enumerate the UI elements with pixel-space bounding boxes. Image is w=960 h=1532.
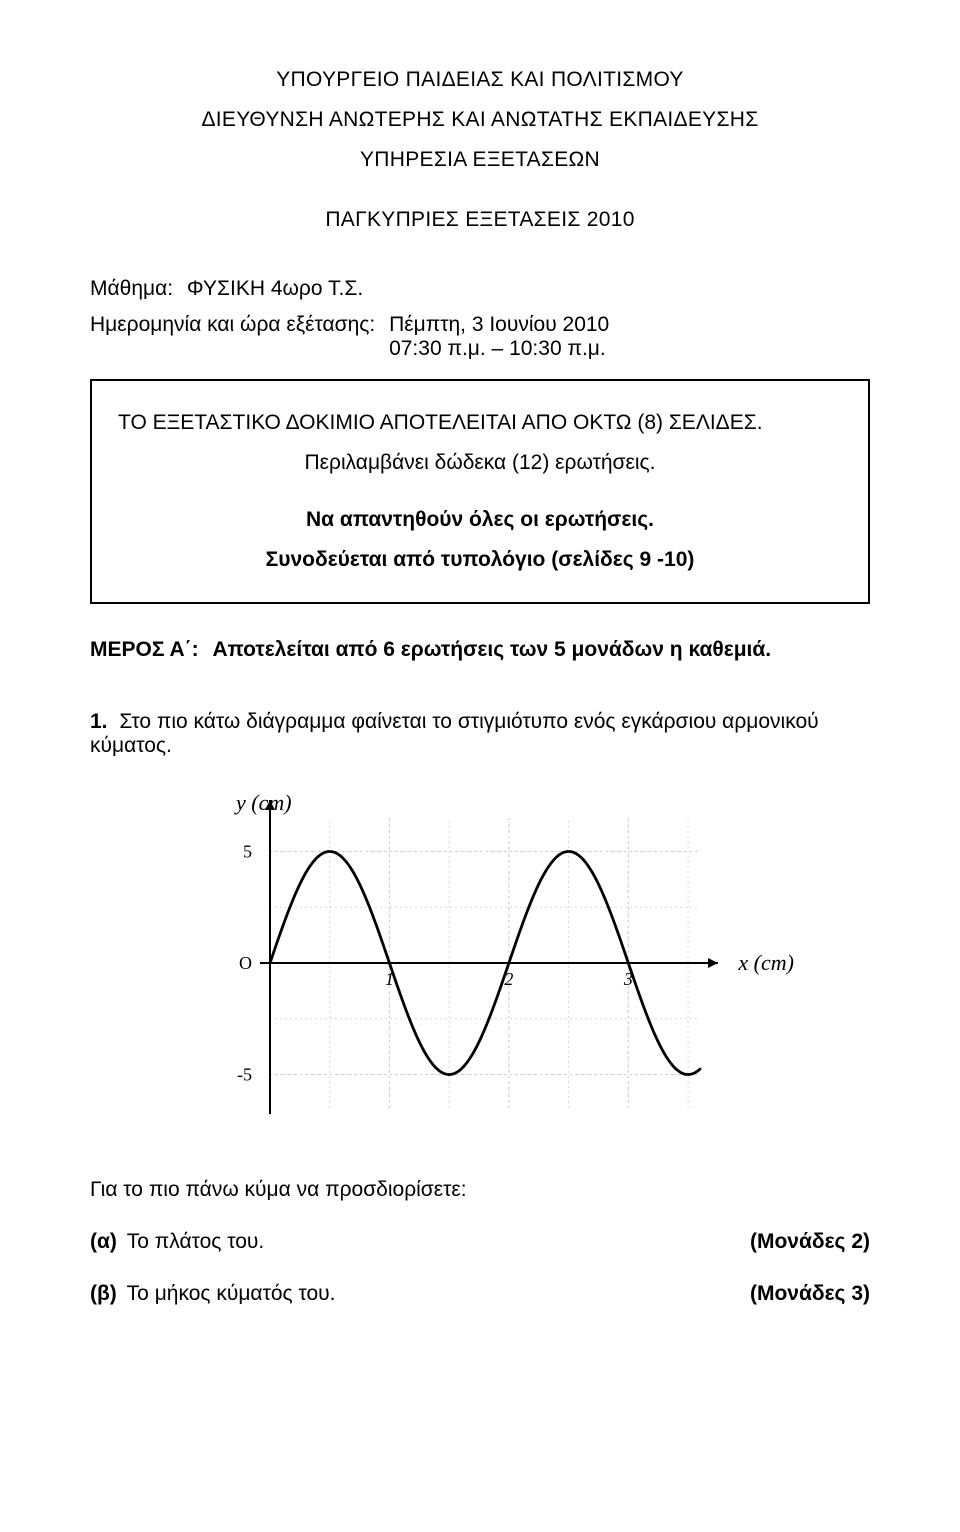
section-text: Αποτελείται από 6 ερωτήσεις των 5 μονάδω… xyxy=(205,638,772,661)
q1a-label: (α) xyxy=(90,1230,117,1253)
info-line-3: Να απαντηθούν όλες οι ερωτήσεις. xyxy=(118,500,842,540)
info-line-2: Περιλαμβάνει δώδεκα (12) ερωτήσεις. xyxy=(118,443,842,483)
info-line-1: ΤΟ ΕΞΕΤΑΣΤΙΚΟ ΔΟΚΙΜΙΟ ΑΠΟΤΕΛΕΙΤΑΙ ΑΠΟ ΟΚ… xyxy=(118,403,842,443)
info-line-4: Συνοδεύεται από τυπολόγιο (σελίδες 9 -10… xyxy=(118,540,842,580)
ministry-line-3: ΥΠΗΡΕΣΙΑ ΕΞΕΤΑΣΕΩΝ xyxy=(90,140,870,180)
svg-text:3: 3 xyxy=(623,969,633,989)
section-label: ΜΕΡΟΣ Α΄: xyxy=(90,638,199,661)
svg-text:2: 2 xyxy=(504,969,513,989)
q1b-label: (β) xyxy=(90,1282,117,1305)
exam-date: Πέμπτη, 3 Ιουνίου 2010 xyxy=(389,313,609,336)
section-heading: ΜΕΡΟΣ Α΄: Αποτελείται από 6 ερωτήσεις τω… xyxy=(90,638,870,662)
svg-text:5: 5 xyxy=(243,842,252,862)
exam-title: ΠΑΓΚΥΠΡΙΕΣ ΕΞΕΤΑΣΕΙΣ 2010 xyxy=(90,208,870,232)
subject-value: ΦΥΣΙΚΗ 4ωρο Τ.Σ. xyxy=(179,277,363,300)
q1a-row: (α) Το πλάτος του. (Μονάδες 2) xyxy=(90,1230,870,1254)
info-box: ΤΟ ΕΞΕΤΑΣΤΙΚΟ ΔΟΚΙΜΙΟ ΑΠΟΤΕΛΕΙΤΑΙ ΑΠΟ ΟΚ… xyxy=(90,379,870,605)
q1-prompt: Για το πιο πάνω κύμα να προσδιορίσετε: xyxy=(90,1178,870,1202)
y-axis-label: y (cm) xyxy=(236,790,292,816)
svg-text:-5: -5 xyxy=(237,1065,252,1085)
ministry-line-2: ΔΙΕΥΘΥΝΣΗ ΑΝΩΤΕΡΗΣ ΚΑΙ ΑΝΩΤΑΤΗΣ ΕΚΠΑΙΔΕΥ… xyxy=(90,100,870,140)
datetime-label: Ημερομηνία και ώρα εξέτασης: xyxy=(90,313,375,337)
subject-row: Μάθημα: ΦΥΣΙΚΗ 4ωρο Τ.Σ. xyxy=(90,277,870,301)
document-header: ΥΠΟΥΡΓΕΙΟ ΠΑΙΔΕΙΑΣ ΚΑΙ ΠΟΛΙΤΙΣΜΟΥ ΔΙΕΥΘΥ… xyxy=(90,60,870,232)
question-1-text: Στο πιο κάτω διάγραμμα φαίνεται το στιγμ… xyxy=(90,710,819,757)
exam-time: 07:30 π.μ. – 10:30 π.μ. xyxy=(389,337,606,360)
wave-chart: y (cm) -5O5123 x (cm) xyxy=(200,798,760,1128)
q1b-row: (β) Το μήκος κύματός του. (Μονάδες 3) xyxy=(90,1282,870,1306)
wave-svg: -5 O 5 1 2 3 xyxy=(200,798,760,1128)
datetime-row: Ημερομηνία και ώρα εξέτασης: Πέμπτη, 3 Ι… xyxy=(90,313,870,361)
ministry-line-1: ΥΠΟΥΡΓΕΙΟ ΠΑΙΔΕΙΑΣ ΚΑΙ ΠΟΛΙΤΙΣΜΟΥ xyxy=(90,60,870,100)
q1b-text: Το μήκος κύματός του. xyxy=(123,1282,336,1305)
x-axis-label: x (cm) xyxy=(738,950,794,976)
svg-text:O: O xyxy=(239,953,252,973)
q1a-text: Το πλάτος του. xyxy=(123,1230,264,1253)
q1a-marks: (Μονάδες 2) xyxy=(750,1230,870,1254)
svg-text:1: 1 xyxy=(385,969,394,989)
subject-label: Μάθημα: xyxy=(90,277,173,300)
question-1: 1. Στο πιο κάτω διάγραμμα φαίνεται το στ… xyxy=(90,710,870,758)
question-1-num: 1. xyxy=(90,710,108,733)
q1b-marks: (Μονάδες 3) xyxy=(750,1282,870,1306)
